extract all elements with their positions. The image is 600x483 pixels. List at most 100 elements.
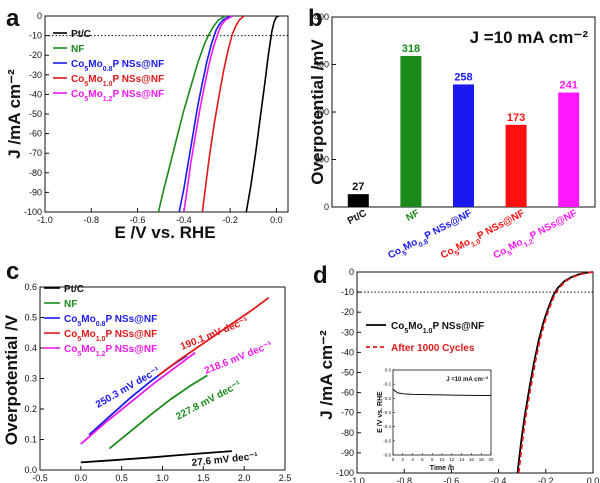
x-tick-label: -0.6 — [130, 215, 146, 225]
y-axis-label: Overpotential /V — [2, 314, 21, 445]
inset-x-tick-label: 14 — [459, 457, 465, 462]
series-line — [157, 15, 226, 213]
inset-frame — [392, 369, 492, 456]
series-line — [178, 15, 231, 213]
y-tick-label: -70 — [341, 408, 354, 418]
inset-y-tick-label: 0.0 — [385, 368, 392, 373]
inset-y-tick-label: -0.1 — [383, 382, 391, 387]
x-tick-label: 1.0 — [156, 473, 169, 483]
slope-annotation: 227.8 mV dec⁻¹ — [174, 379, 243, 423]
y-tick-label: -90 — [29, 187, 42, 197]
panel-d: d -1.0 -0.8 -0.6 -0.4 -0.2 0.0 0 -10 -20 -30 -40 -50… — [313, 262, 599, 483]
legend-label: Co5Mo0.8P NSs@NF — [71, 59, 164, 73]
inset-x-tick-label: 4 — [411, 457, 414, 462]
inset-y-label: E /V vs. RHE — [377, 391, 384, 433]
inset-x-tick-label: 18 — [479, 457, 485, 462]
x-tick-label: -1.0 — [37, 215, 53, 225]
panel-d-letter: d — [313, 262, 328, 289]
x-tick-label: 0.0 — [270, 215, 283, 225]
y-tick-label: -30 — [341, 327, 354, 337]
y-tick-label: -50 — [341, 368, 354, 378]
y-tick-label: -40 — [29, 89, 42, 99]
series-line — [245, 15, 280, 213]
panel-b-letter: b — [308, 5, 323, 32]
bar — [505, 124, 527, 207]
y-tick-label: 300 — [314, 60, 329, 70]
inset-y-tick-label: -0.3 — [383, 410, 391, 415]
legend-label: NF — [64, 299, 77, 310]
bar — [558, 92, 580, 207]
series-line — [80, 351, 196, 445]
panel-a-letter: a — [6, 5, 20, 32]
x-tick-label: 2.0 — [238, 473, 251, 483]
y-tick-label: 100 — [314, 155, 329, 165]
slope-annotation: 218.6 mV dec⁻¹ — [203, 339, 274, 376]
bar-value-label: 318 — [402, 43, 420, 55]
y-axis-label: J /mA cm⁻² — [317, 330, 336, 420]
y-tick-label: 0.5 — [24, 313, 37, 323]
y-tick-label: -90 — [341, 448, 354, 458]
series-line — [516, 271, 594, 474]
y-tick-label: 0.2 — [24, 404, 37, 414]
legend-label: Co5Mo0.8P NSs@NF — [64, 314, 157, 328]
y-tick-label: 0.4 — [24, 343, 37, 353]
inset-x-label: Time /h — [430, 465, 454, 472]
series-line — [108, 374, 208, 450]
x-tick-label: 0.0 — [587, 476, 600, 483]
y-tick-label: -80 — [29, 168, 42, 178]
slope-annotation: 190.1 mV dec⁻¹ — [179, 315, 250, 352]
x-category-label: Pt/C — [346, 208, 369, 227]
legend-label: Co5Mo1.0P NSs@NF — [391, 321, 484, 335]
x-tick-label: -0.5 — [32, 473, 48, 483]
inset-y-tick-label: -0.5 — [383, 438, 391, 443]
inset-title: J =10 mA cm⁻² — [446, 376, 488, 383]
y-tick-label: 0.6 — [24, 282, 37, 292]
bar — [400, 55, 422, 208]
x-tick-label: -0.8 — [84, 215, 100, 225]
panel-c: c-0.5 0.0 0.5 1.0 1.5 2.0 2.50.00.10.20.30.40.… — [2, 258, 291, 483]
x-axis-label: E /V vs. RHE — [114, 223, 215, 242]
y-tick-label: -50 — [29, 109, 42, 119]
x-category-label: Co5Mo0.8P NSs@NF — [386, 208, 475, 264]
legend-label: Co5Mo1.0P NSs@NF — [64, 329, 157, 343]
y-tick-label: -10 — [341, 287, 354, 297]
x-category-label: NF — [404, 208, 421, 224]
y-tick-label: 200 — [314, 107, 329, 117]
legend-label: Pt/C — [64, 284, 84, 295]
y-tick-label: 0 — [324, 202, 329, 212]
x-tick-label: -0.2 — [538, 476, 554, 483]
inset-series-line — [392, 388, 491, 396]
y-axis-label: J /mA cm⁻² — [5, 69, 24, 159]
y-tick-label: 0.3 — [24, 374, 37, 384]
legend-label: Co5Mo1.0P NSs@NF — [71, 74, 164, 88]
y-tick-label: 400 — [314, 12, 329, 22]
inset-x-tick-label: 16 — [469, 457, 475, 462]
bar-value-label: 173 — [507, 112, 525, 124]
x-tick-label: -0.6 — [444, 476, 460, 483]
y-tick-label: 0 — [349, 267, 354, 277]
y-tick-label: -10 — [29, 31, 42, 41]
y-tick-label: 0.1 — [24, 435, 37, 445]
y-tick-label: -100 — [24, 207, 42, 217]
x-tick-label: -0.4 — [491, 476, 507, 483]
legend-label: Pt/C — [71, 29, 91, 40]
inset-y-tick-label: -0.4 — [383, 424, 391, 429]
x-tick-label: 2.5 — [279, 473, 292, 483]
inset-x-tick-label: 0 — [392, 457, 395, 462]
y-tick-label: -80 — [341, 428, 354, 438]
inset-y-tick-label: -0.6 — [383, 453, 391, 458]
bar — [453, 84, 474, 207]
series-line — [157, 296, 270, 377]
inset-y-tick-label: -0.2 — [383, 396, 391, 401]
panel-c-letter: c — [6, 258, 19, 285]
bar — [347, 194, 369, 207]
legend-label: Co5Mo1.2P NSs@NF — [71, 89, 164, 103]
inset-x-tick-label: 8 — [431, 457, 434, 462]
series-line — [201, 15, 245, 213]
x-tick-label: -0.4 — [176, 215, 192, 225]
panel-a: a -1.0 -0.8 -0.6 -0.4 -0.2 0.0 0 -10 -20 -30 -40 -50… — [5, 5, 289, 242]
y-tick-label: -60 — [29, 129, 42, 139]
y-tick-label: -70 — [29, 148, 42, 158]
series-line — [183, 15, 233, 213]
